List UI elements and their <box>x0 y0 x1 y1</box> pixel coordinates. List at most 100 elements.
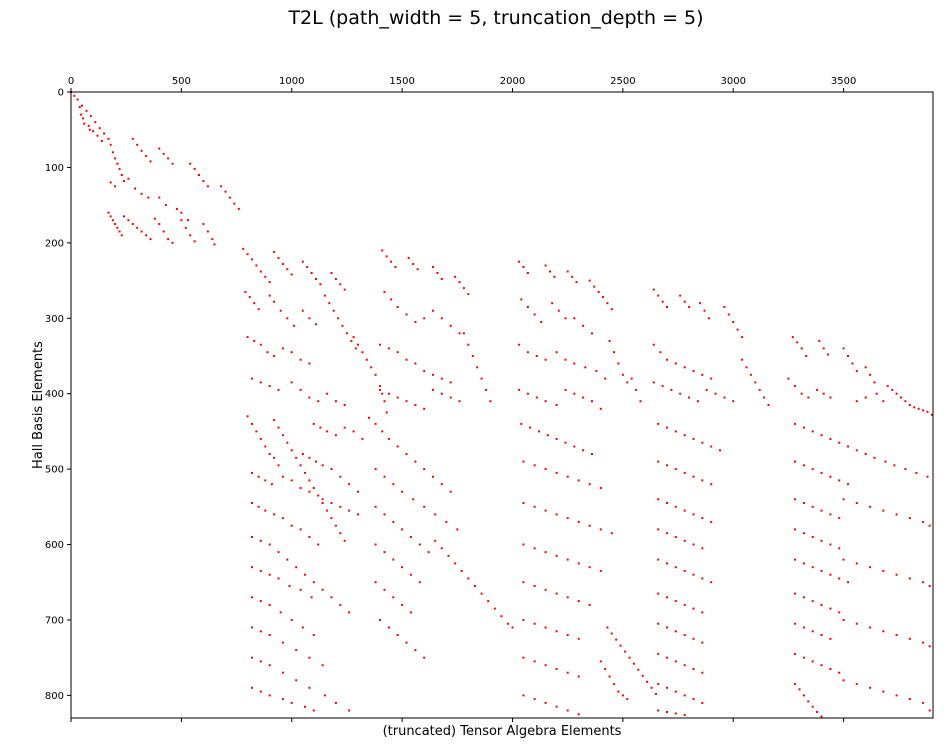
data-point <box>526 272 529 274</box>
data-point <box>290 449 293 452</box>
data-point <box>794 683 796 686</box>
data-point <box>246 253 249 256</box>
data-point <box>522 460 525 463</box>
data-point <box>127 219 130 222</box>
data-point <box>573 445 576 448</box>
data-point <box>259 539 262 542</box>
data-point <box>692 668 695 670</box>
data-point <box>630 377 633 380</box>
data-point <box>257 475 260 478</box>
data-point <box>533 505 536 508</box>
data-point <box>251 422 253 425</box>
data-point <box>652 343 655 346</box>
data-point <box>343 539 346 542</box>
data-point <box>213 243 216 246</box>
x-tick-label: 500 <box>172 76 191 87</box>
data-point <box>383 588 386 591</box>
data-point <box>610 308 613 311</box>
data-point <box>432 373 434 376</box>
data-point <box>306 266 309 268</box>
data-point <box>81 104 83 107</box>
data-point <box>723 306 726 308</box>
data-point <box>555 513 558 516</box>
data-point <box>387 392 390 395</box>
data-point <box>361 351 364 354</box>
data-point <box>928 524 931 527</box>
y-tick-label: 400 <box>45 389 64 400</box>
data-point <box>577 713 580 716</box>
data-point <box>301 260 304 263</box>
y-axis: 0 100 200 300 400 500 600 700 800 <box>45 88 71 702</box>
data-point <box>639 400 642 403</box>
data-point <box>701 701 704 704</box>
data-point <box>794 460 796 463</box>
data-point <box>544 701 547 704</box>
data-point <box>255 430 258 433</box>
data-points <box>70 91 933 718</box>
data-point <box>447 554 450 557</box>
data-point <box>657 460 660 463</box>
data-point <box>555 668 558 670</box>
data-point <box>332 309 335 312</box>
data-point <box>379 385 381 388</box>
data-point <box>164 204 167 207</box>
data-point <box>343 426 346 429</box>
data-point <box>522 619 525 621</box>
data-point <box>319 283 322 286</box>
data-point <box>334 400 337 403</box>
data-point <box>149 238 152 241</box>
data-point <box>908 517 911 520</box>
data-point <box>193 167 196 170</box>
data-point <box>246 415 249 418</box>
data-point <box>802 656 805 659</box>
data-point <box>315 460 317 463</box>
data-point <box>374 543 377 546</box>
data-point <box>606 302 609 305</box>
data-point <box>573 362 576 365</box>
data-point <box>522 656 525 659</box>
data-point <box>604 377 607 380</box>
data-point <box>895 513 898 516</box>
data-point <box>529 426 532 429</box>
data-point <box>723 396 726 399</box>
data-point <box>555 437 558 440</box>
data-point <box>487 600 490 603</box>
data-point <box>145 234 148 237</box>
data-point <box>705 388 708 391</box>
data-point <box>312 634 315 636</box>
data-point <box>564 441 567 444</box>
data-point <box>811 505 814 508</box>
data-point <box>582 324 585 327</box>
data-point <box>432 388 434 391</box>
data-point <box>507 622 510 625</box>
data-point <box>608 675 611 678</box>
data-point <box>544 509 547 512</box>
data-point <box>794 592 796 595</box>
data-point <box>312 422 315 425</box>
data-point <box>116 226 119 229</box>
data-point <box>251 258 253 261</box>
data-point <box>383 400 386 403</box>
data-point <box>187 219 189 222</box>
data-point <box>692 513 695 516</box>
data-point <box>796 341 799 344</box>
data-point <box>650 686 653 689</box>
data-point <box>741 358 744 361</box>
data-point <box>701 441 704 444</box>
data-point <box>511 626 514 629</box>
data-point <box>917 407 920 410</box>
data-point <box>392 483 395 486</box>
data-point <box>334 278 337 280</box>
data-point <box>701 641 704 644</box>
data-point <box>674 600 677 603</box>
data-point <box>692 637 695 640</box>
data-point <box>591 453 593 455</box>
data-point <box>423 407 426 410</box>
data-point <box>641 674 644 677</box>
data-point <box>838 577 841 580</box>
data-point <box>321 464 324 467</box>
data-point <box>423 370 426 373</box>
data-point <box>264 509 267 512</box>
data-point <box>566 596 569 599</box>
data-point <box>544 588 547 591</box>
